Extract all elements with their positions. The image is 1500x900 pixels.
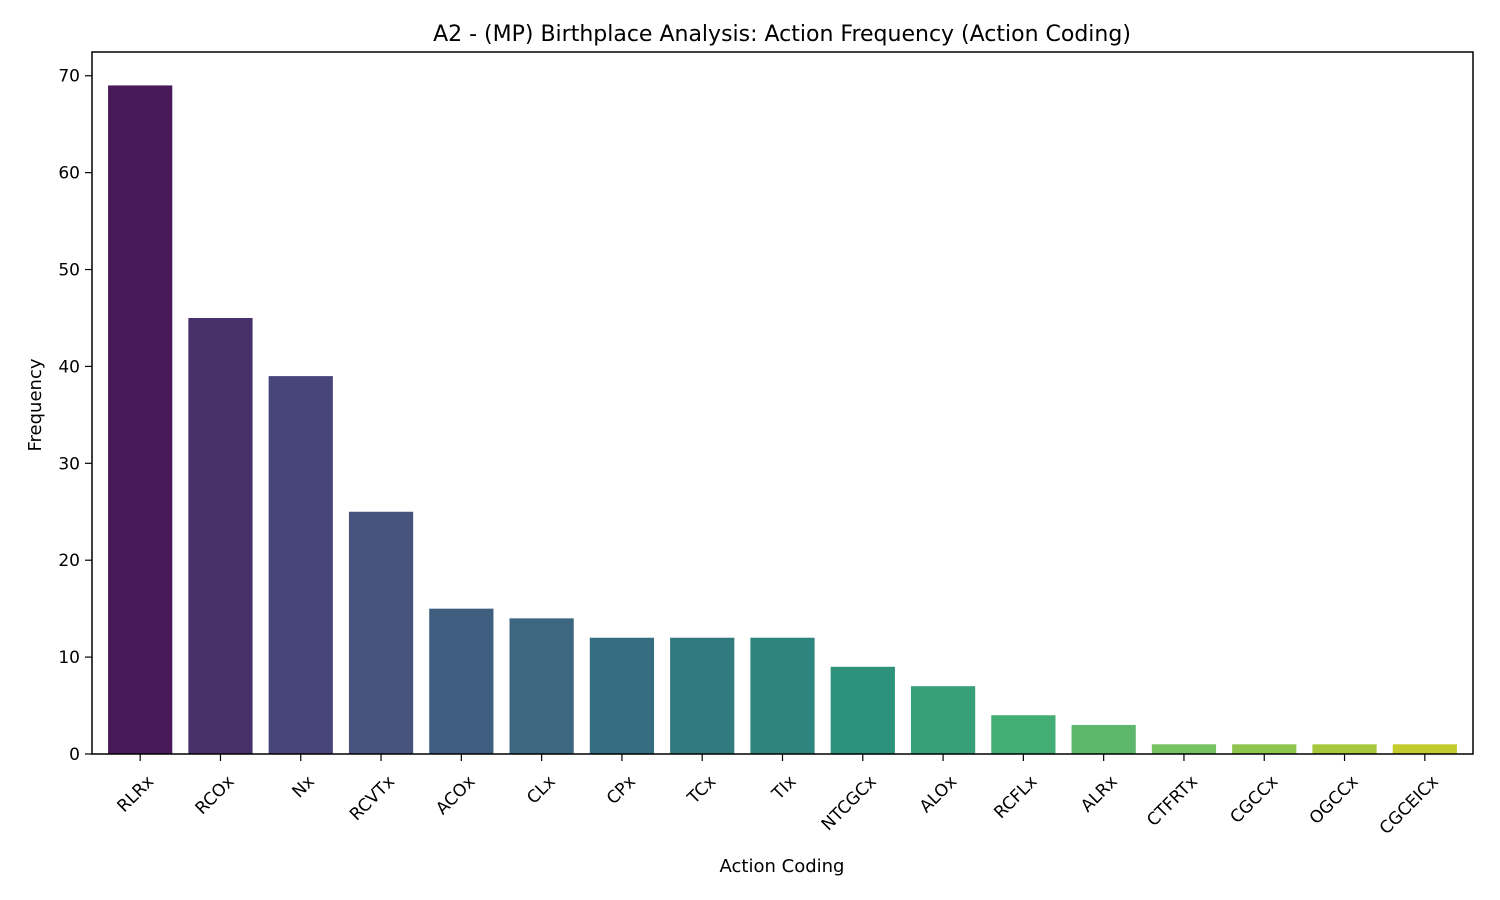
chart-title: A2 - (MP) Birthplace Analysis: Action Fr…	[433, 22, 1131, 47]
y-tick-label: 40	[58, 357, 80, 377]
x-tick-label: ALRx	[1077, 772, 1122, 817]
y-tick-label: 50	[58, 261, 80, 281]
bar-tcx	[670, 637, 735, 754]
x-tick-label: RCFLx	[990, 772, 1041, 823]
y-axis-label: Frequency	[25, 358, 46, 451]
x-tick-label: NTCGCx	[818, 772, 881, 835]
x-tick-label: CPx	[603, 772, 640, 809]
bar-alrx	[1071, 724, 1136, 754]
x-axis: RLRx RCOx Nx RCVTx ACOx CLx CPx TCx TIx NTCGCx ALO…	[114, 754, 1443, 839]
y-tick-label: 70	[58, 67, 80, 87]
y-tick-label: 20	[58, 551, 80, 571]
x-tick-label: Nx	[289, 772, 319, 802]
bar-ntcgcx	[830, 666, 895, 754]
bars-group	[108, 85, 1457, 754]
x-tick-label: TIx	[768, 772, 801, 805]
bar-rlrx	[108, 85, 173, 754]
bar-ogccx	[1312, 744, 1377, 754]
bar-alox	[910, 686, 976, 754]
bar-ctfrtx	[1151, 744, 1217, 754]
bar-rcflx	[991, 715, 1056, 754]
y-axis: 0 10 20 30 40 50 60 70	[58, 67, 92, 765]
bar-cgccx	[1232, 744, 1297, 754]
x-tick-label: ALOx	[916, 772, 961, 817]
bar-cpx	[589, 637, 655, 754]
y-tick-label: 60	[58, 164, 80, 184]
y-tick-label: 10	[58, 648, 80, 668]
x-axis-label: Action Coding	[720, 856, 845, 877]
bar-cgceicx	[1392, 744, 1457, 754]
bar-acox	[429, 608, 494, 754]
plot-frame	[91, 51, 1474, 755]
x-tick-label: RCVTx	[346, 772, 399, 825]
x-tick-label: OGCCx	[1306, 772, 1363, 829]
bar-nx	[268, 376, 333, 754]
x-tick-label: ACOx	[432, 772, 479, 819]
bar-tix	[750, 637, 815, 754]
x-tick-label: CTFRTx	[1143, 772, 1202, 831]
x-tick-label: CGCEICx	[1376, 772, 1443, 839]
bar-rcvtx	[348, 511, 414, 754]
bar-clx	[509, 618, 574, 754]
x-tick-label: TCx	[683, 772, 720, 809]
x-tick-label: RCOx	[192, 772, 239, 819]
x-tick-label: RLRx	[114, 772, 159, 817]
y-tick-label: 0	[69, 745, 80, 765]
bar-rcox	[188, 317, 253, 754]
x-tick-label: CLx	[523, 772, 559, 808]
x-tick-label: CGCCx	[1227, 772, 1283, 828]
y-tick-label: 30	[58, 454, 80, 474]
